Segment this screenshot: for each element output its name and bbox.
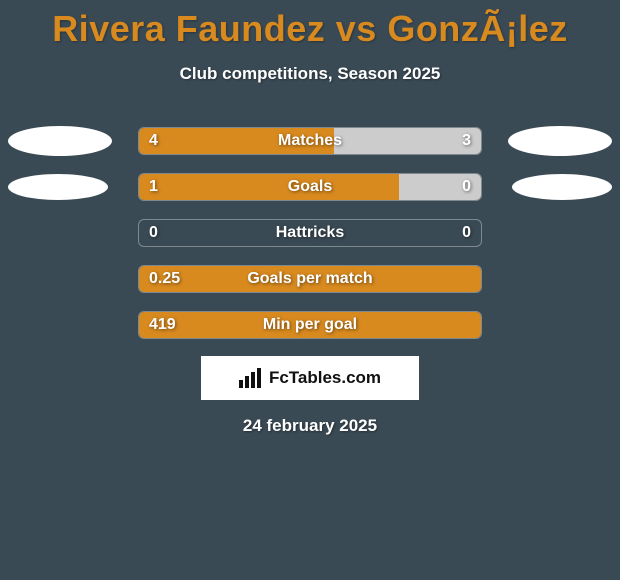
bar-left (139, 266, 481, 292)
bar-right (334, 128, 481, 154)
player-right-ellipse (508, 126, 612, 156)
bar-left (139, 128, 334, 154)
stats-chart: 4 Matches 3 1 Goals 0 0 Hattricks 0 0.25 (0, 124, 620, 342)
bar-container: 419 Min per goal (138, 311, 482, 339)
stat-row-min-per-goal: 419 Min per goal (0, 308, 620, 342)
page-subtitle: Club competitions, Season 2025 (0, 64, 620, 84)
stat-value-right: 0 (462, 224, 471, 242)
player-left-ellipse (8, 174, 108, 200)
bar-right (399, 174, 481, 200)
stat-row-hattricks: 0 Hattricks 0 (0, 216, 620, 250)
date-label: 24 february 2025 (0, 416, 620, 436)
logo-text: FcTables.com (269, 368, 381, 388)
bar-left (139, 174, 399, 200)
stat-row-goals-per-match: 0.25 Goals per match (0, 262, 620, 296)
stat-row-matches: 4 Matches 3 (0, 124, 620, 158)
bar-container: 1 Goals 0 (138, 173, 482, 201)
fctables-logo: FcTables.com (201, 356, 419, 400)
player-right-ellipse (512, 174, 612, 200)
bar-container: 0.25 Goals per match (138, 265, 482, 293)
page-title: Rivera Faundez vs GonzÃ¡lez (0, 0, 620, 50)
bar-container: 0 Hattricks 0 (138, 219, 482, 247)
stat-label: Hattricks (139, 224, 481, 242)
stat-row-goals: 1 Goals 0 (0, 170, 620, 204)
bar-container: 4 Matches 3 (138, 127, 482, 155)
stat-value-left: 0 (149, 224, 158, 242)
chart-bars-icon (239, 368, 263, 388)
player-left-ellipse (8, 126, 112, 156)
bar-left (139, 312, 481, 338)
